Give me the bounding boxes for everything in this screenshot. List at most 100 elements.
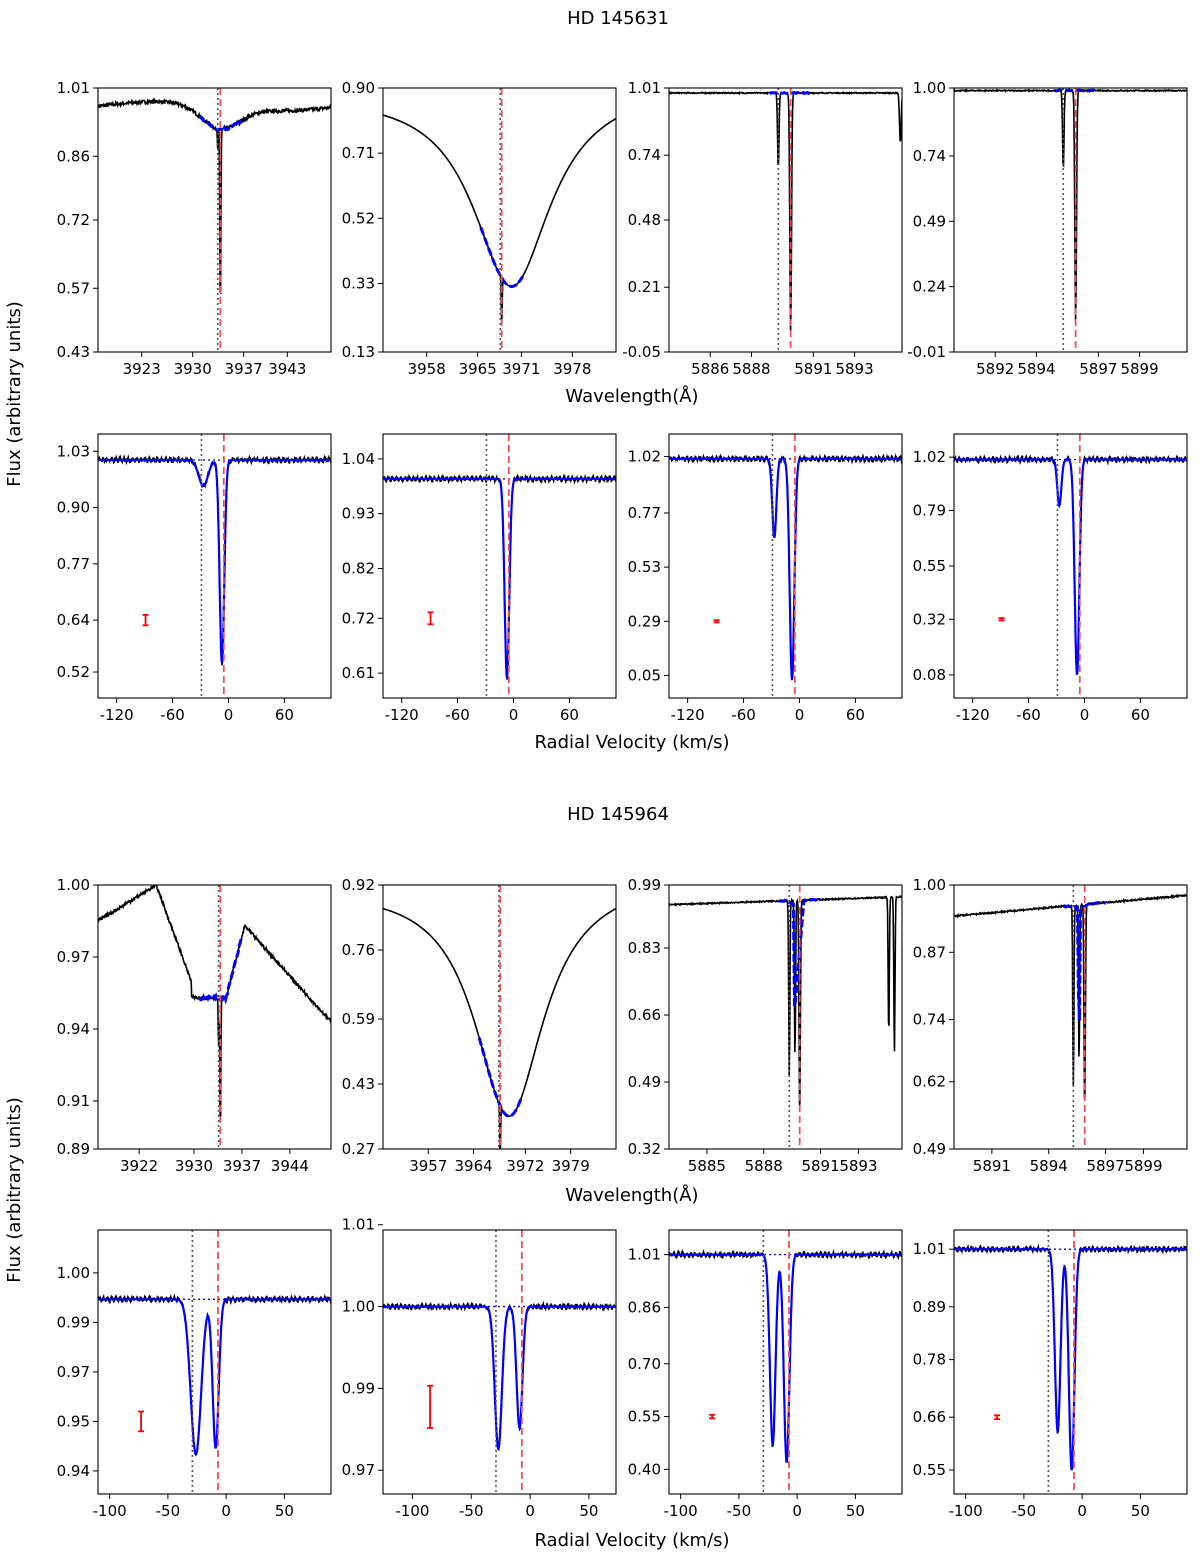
s0-wl-0-xtick-label-1: 3930 bbox=[174, 360, 212, 378]
s1-wl-3-ytick-label-4: 1.00 bbox=[913, 876, 946, 894]
s1-wl-3-fit-segment bbox=[1063, 900, 1106, 1021]
s0-wl-1-ytick-label-2: 0.52 bbox=[342, 209, 375, 227]
s1-rv-2-ytick-label-0: 0.40 bbox=[628, 1460, 661, 1478]
s1-rv-0-xtick-label-0: -100 bbox=[93, 1502, 127, 1520]
s1-wl-2-xtick-label-0: 5885 bbox=[688, 1157, 726, 1175]
s1-rv-0-xtick-label-3: 50 bbox=[275, 1502, 294, 1520]
s0-rv-2-spectrum-line bbox=[669, 452, 902, 682]
s1-wl-0-xtick-label-1: 3930 bbox=[175, 1157, 213, 1175]
s0-wl-1-frame bbox=[382, 87, 617, 353]
s1-rv-2-xtick-label-2: 0 bbox=[792, 1502, 802, 1520]
s0-rv-2-fit-line bbox=[669, 457, 902, 681]
s1-wl-0-ytick-label-0: 0.89 bbox=[57, 1140, 90, 1158]
s0-rv-0-ytick-label-0: 0.52 bbox=[57, 663, 90, 681]
s1-wl-0-xtick-label-0: 3922 bbox=[120, 1157, 158, 1175]
s1-rv-2-xtick-label-0: -100 bbox=[664, 1502, 698, 1520]
s0-wl-0-plot-area bbox=[98, 88, 331, 352]
s1-wl-3-spectrum-line bbox=[954, 893, 1187, 1100]
s1-wl-1-panel: 3957 3964 3972 3979 0.27 0.43 0.59 0.76 0.92 bbox=[342, 876, 617, 1175]
s1-wl-2-ytick-label-4: 0.99 bbox=[628, 876, 661, 894]
s1-wl-3-xtick-label-3: 5899 bbox=[1124, 1157, 1162, 1175]
s1-wl-2-frame bbox=[668, 884, 903, 1150]
s1-wl-2-ytick-label-1: 0.49 bbox=[628, 1073, 661, 1091]
s0-rv-3-ytick-label-4: 1.02 bbox=[913, 448, 946, 466]
s1-rv-3-ytick-label-3: 0.89 bbox=[913, 1298, 946, 1316]
s0-rv-1-ytick-label-3: 0.93 bbox=[342, 505, 375, 523]
s0-wl-0-ytick-label-4: 1.01 bbox=[57, 79, 90, 97]
s0-wl-1-plot-area bbox=[383, 88, 616, 352]
s1-wl-1-plot-area bbox=[383, 885, 616, 1149]
s0-rv-2-frame bbox=[668, 433, 903, 699]
s0-wl-3-ytick-label-1: 0.24 bbox=[913, 278, 946, 296]
s1-wl-1-xtick-label-1: 3964 bbox=[455, 1157, 493, 1175]
s0-wl-1-ytick-label-3: 0.71 bbox=[342, 144, 375, 162]
s0-wl-2-ytick-label-0: -0.05 bbox=[622, 343, 661, 361]
s0-rv-0-fit-line bbox=[98, 458, 331, 664]
s1-rv-1-ytick-label-2: 1.00 bbox=[342, 1298, 375, 1316]
s0-wl-0-ytick-label-1: 0.57 bbox=[57, 279, 90, 297]
s1-rv-1-xtick-label-1: -50 bbox=[459, 1502, 484, 1520]
s1-wl-3-ytick-label-1: 0.62 bbox=[913, 1073, 946, 1091]
s0-rv-1-fit-line bbox=[383, 477, 616, 679]
s1-rv-0-fit-line bbox=[98, 1298, 331, 1457]
s1-rv-1-ytick-label-0: 0.97 bbox=[342, 1461, 375, 1479]
s0-wl-3-xtick-label-3: 5899 bbox=[1120, 360, 1158, 378]
s1-rv-2-xtick-label-3: 50 bbox=[846, 1502, 865, 1520]
s1-rv-3-frame bbox=[953, 1229, 1188, 1495]
s1-rv-2-panel: -100 -50 0 50 0.40 0.55 0.70 0.86 1.01 bbox=[628, 1229, 903, 1520]
s0-rv-2-ytick-label-1: 0.29 bbox=[628, 612, 661, 630]
s0-rv-1-xtick-label-0: -120 bbox=[385, 706, 419, 724]
s1-rv-2-ytick-label-3: 0.86 bbox=[628, 1298, 661, 1316]
s1-wl-1-ytick-label-1: 0.43 bbox=[342, 1075, 375, 1093]
s0-rv-2-ytick-label-3: 0.77 bbox=[628, 504, 661, 522]
s0-rv-0-panel: -120 -60 0 60 0.52 0.64 0.77 0.90 1.03 bbox=[57, 433, 332, 724]
s1-wl-2-xtick-label-2: 5891 bbox=[801, 1157, 839, 1175]
s1-wl-3-frame bbox=[953, 884, 1188, 1150]
s0-rv-3-spectrum-line bbox=[954, 454, 1187, 675]
s0-wl-3-panel: 5892 5894 5897 5899 -0.01 0.24 0.49 0.74 1.00 bbox=[907, 79, 1188, 378]
s0-wl-3-xtick-label-1: 5894 bbox=[1017, 360, 1055, 378]
s1-rv-2-ytick-label-2: 0.70 bbox=[628, 1355, 661, 1373]
s1-wl-2-ytick-label-3: 0.83 bbox=[628, 939, 661, 957]
s0-rv-1-plot-area bbox=[383, 434, 616, 698]
s1-wl-3-ytick-label-0: 0.49 bbox=[913, 1140, 946, 1158]
s0-wl-2-ytick-label-4: 1.01 bbox=[628, 79, 661, 97]
s1-rv-3-xtick-label-0: -100 bbox=[949, 1502, 983, 1520]
s0-wl-2-spectrum-line bbox=[669, 90, 902, 332]
s1-rv-3-ytick-label-1: 0.66 bbox=[913, 1408, 946, 1426]
s1-rv-0-ytick-label-3: 0.99 bbox=[57, 1313, 90, 1331]
s0-wl-2-ytick-label-1: 0.21 bbox=[628, 278, 661, 296]
s1-wl-0-fit-segment bbox=[198, 937, 243, 1005]
s1-rv-3-xtick-label-1: -50 bbox=[1012, 1502, 1037, 1520]
s1-wl-3-xtick-label-1: 5894 bbox=[1030, 1157, 1068, 1175]
s0-rv-0-frame bbox=[97, 433, 332, 699]
s1-rv-0-ytick-label-2: 0.97 bbox=[57, 1363, 90, 1381]
s0-rv-0-xtick-label-0: -120 bbox=[100, 706, 134, 724]
title-hd145964: HD 145964 bbox=[567, 804, 669, 825]
s0-wl-3-ytick-label-4: 1.00 bbox=[913, 79, 946, 97]
ylabel-bottom: Flux (arbitrary units) bbox=[4, 1097, 25, 1283]
s1-rv-1-panel: -100 -50 0 50 0.97 0.99 1.00 1.01 bbox=[342, 1216, 617, 1520]
s0-wl-1-xtick-label-2: 3971 bbox=[502, 360, 540, 378]
s0-wl-0-xtick-label-2: 3937 bbox=[225, 360, 263, 378]
s0-rv-0-xtick-label-1: -60 bbox=[160, 706, 185, 724]
s1-wl-3-ytick-label-3: 0.87 bbox=[913, 943, 946, 961]
s0-wl-2-fit-segment bbox=[769, 90, 812, 96]
s1-rv-2-ytick-label-1: 0.55 bbox=[628, 1408, 661, 1426]
s0-rv-3-ytick-label-2: 0.55 bbox=[913, 557, 946, 575]
s0-rv-3-fit-line bbox=[954, 458, 1187, 675]
s0-rv-2-plot-area bbox=[669, 434, 902, 698]
s0-wl-3-ytick-label-2: 0.49 bbox=[913, 212, 946, 230]
s0-wl-2-plot-area bbox=[669, 88, 902, 352]
s1-wl-3-xtick-label-2: 5897 bbox=[1086, 1157, 1124, 1175]
s0-rv-3-xtick-label-1: -60 bbox=[1016, 706, 1041, 724]
s0-rv-1-ytick-label-0: 0.61 bbox=[342, 664, 375, 682]
s0-rv-1-xtick-label-2: 0 bbox=[509, 706, 519, 724]
s1-wl-1-xtick-label-0: 3957 bbox=[409, 1157, 447, 1175]
s1-wl-2-panel: 5885 5888 5891 5893 0.32 0.49 0.66 0.83 0.99 bbox=[628, 876, 903, 1175]
s1-rv-1-ytick-label-3: 1.01 bbox=[342, 1216, 375, 1234]
s0-wl-2-xtick-label-2: 5891 bbox=[794, 360, 832, 378]
s0-wl-0-spectrum-line bbox=[98, 97, 331, 295]
s1-rv-1-plot-area bbox=[383, 1230, 616, 1494]
